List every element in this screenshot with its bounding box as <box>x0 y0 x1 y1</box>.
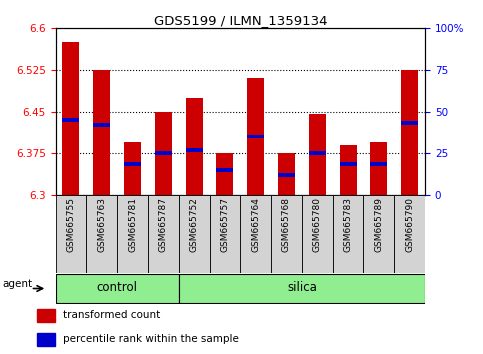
Bar <box>216 168 233 172</box>
Text: control: control <box>97 281 138 295</box>
Bar <box>37 309 55 322</box>
Bar <box>93 70 110 195</box>
Bar <box>210 195 240 273</box>
Bar <box>93 124 110 127</box>
Bar <box>56 274 179 303</box>
Bar <box>37 333 55 346</box>
Bar <box>302 195 333 273</box>
Bar <box>370 142 387 195</box>
Text: GSM665780: GSM665780 <box>313 197 322 252</box>
Bar <box>179 274 425 303</box>
Bar <box>401 121 418 125</box>
Bar <box>271 195 302 273</box>
Text: GSM665789: GSM665789 <box>374 197 384 252</box>
Bar <box>278 173 295 177</box>
Bar <box>240 195 271 273</box>
Text: GSM665755: GSM665755 <box>67 197 75 252</box>
Bar <box>185 98 202 195</box>
Title: GDS5199 / ILMN_1359134: GDS5199 / ILMN_1359134 <box>154 14 327 27</box>
Bar <box>62 118 79 122</box>
Bar <box>333 195 364 273</box>
Text: GSM665790: GSM665790 <box>405 197 414 252</box>
Bar <box>124 162 141 166</box>
Text: GSM665764: GSM665764 <box>251 197 260 252</box>
Text: silica: silica <box>287 281 317 295</box>
Bar <box>148 195 179 273</box>
Text: GSM665781: GSM665781 <box>128 197 137 252</box>
Bar <box>309 151 326 155</box>
Text: GSM665783: GSM665783 <box>343 197 353 252</box>
Bar <box>117 195 148 273</box>
Bar <box>401 70 418 195</box>
Bar <box>278 153 295 195</box>
Text: GSM665768: GSM665768 <box>282 197 291 252</box>
Bar <box>124 142 141 195</box>
Bar <box>155 112 172 195</box>
Bar <box>370 162 387 166</box>
Text: percentile rank within the sample: percentile rank within the sample <box>63 335 239 344</box>
Text: GSM665787: GSM665787 <box>159 197 168 252</box>
Bar <box>309 114 326 195</box>
Bar <box>155 151 172 155</box>
Bar <box>364 195 394 273</box>
Text: GSM665763: GSM665763 <box>97 197 106 252</box>
Bar <box>86 195 117 273</box>
Bar <box>62 42 79 195</box>
Text: GSM665752: GSM665752 <box>190 197 199 252</box>
Bar <box>216 153 233 195</box>
Bar <box>340 162 356 166</box>
Bar <box>247 78 264 195</box>
Text: transformed count: transformed count <box>63 310 160 320</box>
Text: GSM665757: GSM665757 <box>220 197 229 252</box>
Bar <box>185 148 202 152</box>
Bar <box>179 195 210 273</box>
Bar <box>340 145 356 195</box>
Bar <box>394 195 425 273</box>
Text: agent: agent <box>3 279 33 289</box>
Bar <box>56 195 86 273</box>
Bar <box>247 135 264 138</box>
